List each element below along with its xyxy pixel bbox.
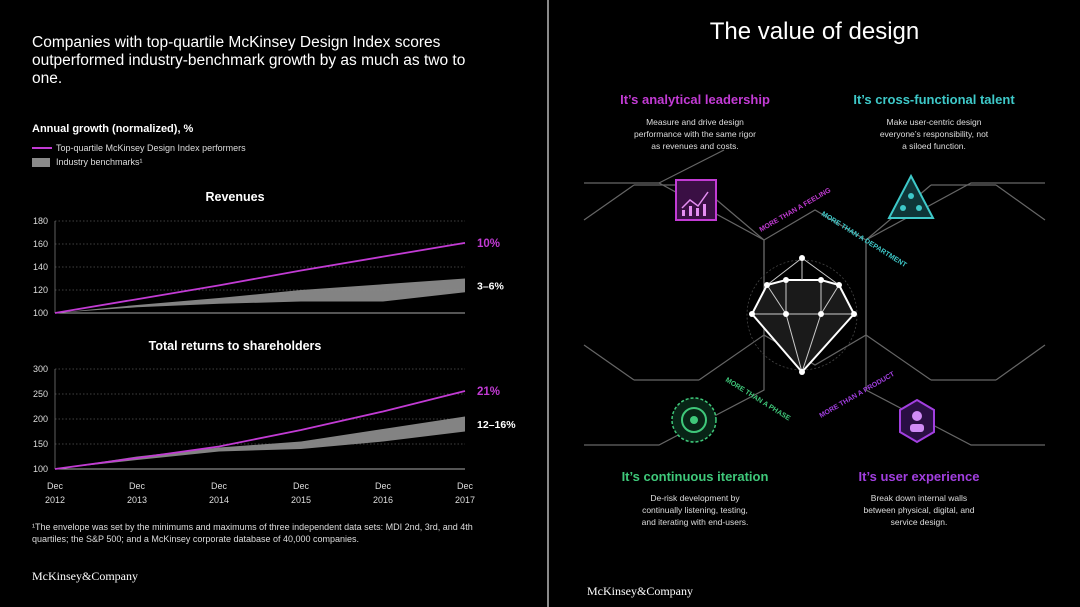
x-tick-label: Dec — [129, 481, 146, 491]
x-tick-label: 2013 — [127, 495, 147, 505]
y-tick-label: 120 — [33, 285, 48, 295]
user-icon — [899, 398, 935, 444]
quadrant-text-iteration: De-risk development by continually listen… — [641, 493, 749, 527]
x-tick-label: Dec — [293, 481, 310, 491]
legend-title: Annual growth (normalized), % — [32, 123, 194, 135]
right-panel: The value of design It’s analytical lead… — [549, 0, 1080, 607]
quadrant-heading-cross-functional: It’s cross-functional talent — [853, 92, 1015, 107]
spoke-label-product: MORE THAN A PRODUCT — [819, 371, 897, 420]
quadrant-text-analytical: Measure and drive design performance with… — [634, 117, 756, 151]
y-tick-label: 180 — [33, 216, 48, 226]
y-tick-label: 100 — [33, 464, 48, 474]
brand-logo-right: McKinsey&Company — [587, 584, 693, 598]
hex-grid — [584, 149, 1045, 446]
y-tick-label: 150 — [33, 439, 48, 449]
diamond-icon — [746, 255, 858, 375]
x-tick-label: Dec — [375, 481, 392, 491]
x-tick-label: 2016 — [373, 495, 393, 505]
x-tick-label: 2015 — [291, 495, 311, 505]
y-tick-label: 300 — [33, 364, 48, 374]
headline: Companies with top-quartile McKinsey Des… — [32, 34, 466, 87]
brand-logo-left: McKinsey&Company — [32, 569, 138, 583]
panel-divider — [547, 0, 549, 607]
band-end-label: 3–6% — [477, 280, 505, 292]
legend-band-label: Industry benchmarks¹ — [56, 157, 143, 167]
legend-line-label: Top-quartile McKinsey Design Index perfo… — [56, 143, 246, 153]
footnote: ¹The envelope was set by the minimums an… — [32, 522, 473, 544]
quadrant-heading-user-experience: It’s user experience — [858, 469, 980, 484]
y-tick-label: 100 — [33, 308, 48, 318]
legend-line-swatch — [32, 147, 52, 149]
legend-item-band: Industry benchmarks¹ — [32, 157, 143, 167]
y-tick-label: 200 — [33, 414, 48, 424]
top-quartile-line — [54, 390, 466, 470]
team-icon — [887, 173, 935, 219]
y-tick-label: 250 — [33, 389, 48, 399]
chart-icon — [675, 179, 717, 221]
benchmark-band — [55, 278, 465, 313]
spoke-label-phase: MORE THAN A PHASE — [724, 377, 792, 423]
right-title: The value of design — [709, 18, 920, 45]
y-tick-label: 160 — [33, 239, 48, 249]
x-tick-label: 2017 — [455, 495, 475, 505]
left-panel: Companies with top-quartile McKinsey Des… — [32, 34, 517, 583]
gear-icon — [671, 397, 717, 443]
legend-item-line: Top-quartile McKinsey Design Index perfo… — [32, 143, 246, 153]
top-quartile-line — [54, 241, 466, 314]
legend-band-swatch — [32, 157, 50, 167]
line-end-label: 21% — [477, 386, 500, 398]
quadrant-heading-iteration: It’s continuous iteration — [621, 469, 769, 484]
quadrant-text-cross-functional: Make user-centric design everyone’s respo… — [879, 117, 989, 151]
spoke-label-feeling: MORE THAN A FEELING — [759, 187, 833, 234]
x-tick-label: 2014 — [209, 495, 229, 505]
band-end-label: 12–16% — [477, 419, 516, 431]
x-tick-label: Dec — [457, 481, 474, 491]
y-tick-label: 140 — [33, 262, 48, 272]
quadrant-heading-analytical: It’s analytical leadership — [620, 92, 770, 107]
x-tick-label: Dec — [47, 481, 64, 491]
spoke-label-department: MORE THAN A DEPARTMENT — [820, 211, 908, 270]
chart-title: Total returns to shareholders — [149, 339, 322, 353]
x-tick-label: Dec — [211, 481, 228, 491]
line-end-label: 10% — [477, 238, 500, 250]
charts-area: Revenues 100 120 140 160 180 10% 3–6% Total retu… — [33, 190, 516, 505]
quadrant-text-user-experience: Break down internal walls between physica… — [863, 493, 975, 527]
x-tick-label: 2012 — [45, 495, 65, 505]
chart-title: Revenues — [205, 190, 264, 204]
